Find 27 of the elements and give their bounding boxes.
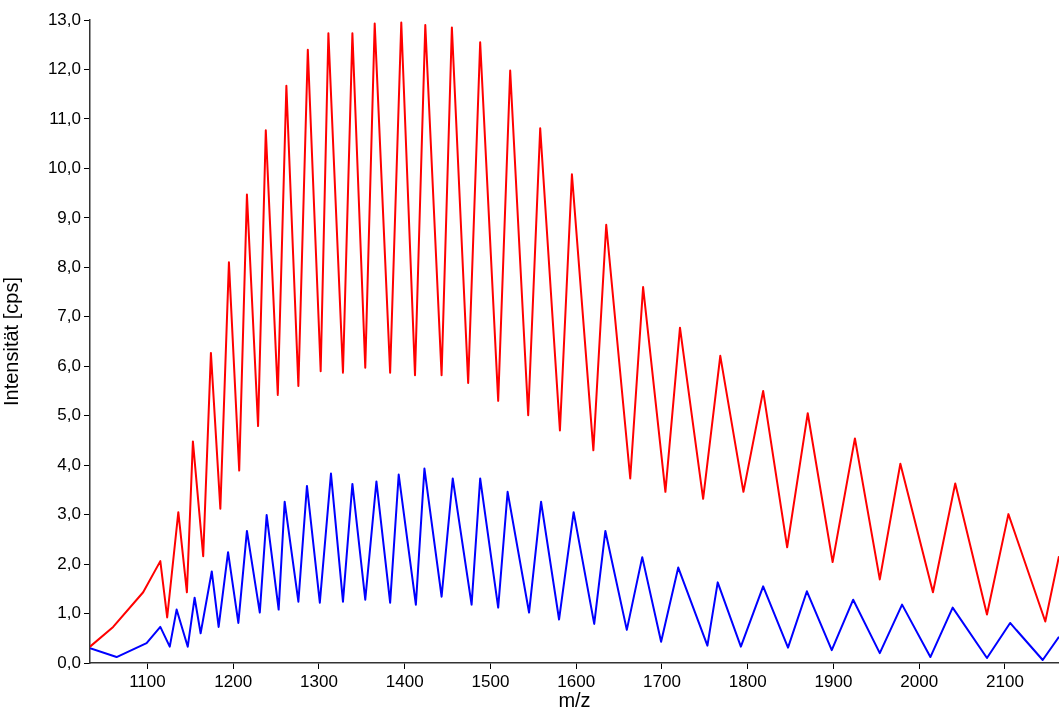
y-tick-label: 5,0 [57,405,81,425]
y-axis-title: Intensität [cps] [0,277,22,406]
x-tick-label: 1500 [471,671,510,691]
x-tick-label: 2100 [986,671,1024,691]
x-tick-label: 1100 [129,671,166,691]
x-tick-label: 1700 [643,671,681,691]
y-tick-label: 6,0 [57,355,81,375]
y-tick-label: 1,0 [57,603,81,623]
y-tick-label: 12,0 [47,59,81,79]
x-axis-title: m/z [558,688,591,711]
x-tick-label: 1300 [300,671,338,691]
y-tick-label: 8,0 [57,257,81,276]
y-tick-label: 3,0 [57,504,81,524]
y-tick-label: 13,0 [47,9,81,29]
x-tick-label: 1800 [728,671,767,691]
y-tick-label: 9,0 [57,207,81,227]
x-tick-label: 1600 [557,671,596,691]
y-tick-label: 10,0 [47,158,81,178]
x-tick-label: 2000 [900,671,939,691]
x-tick-label: 1400 [385,671,424,691]
y-tick-label: 0,0 [57,652,81,672]
x-tick-label: 1900 [814,671,853,691]
y-tick-label: 2,0 [57,553,81,573]
y-tick-label: 4,0 [57,454,81,474]
y-tick-label: 7,0 [57,306,81,326]
y-tick-label: 11,0 [49,108,81,128]
x-tick-label: 1200 [214,671,253,691]
